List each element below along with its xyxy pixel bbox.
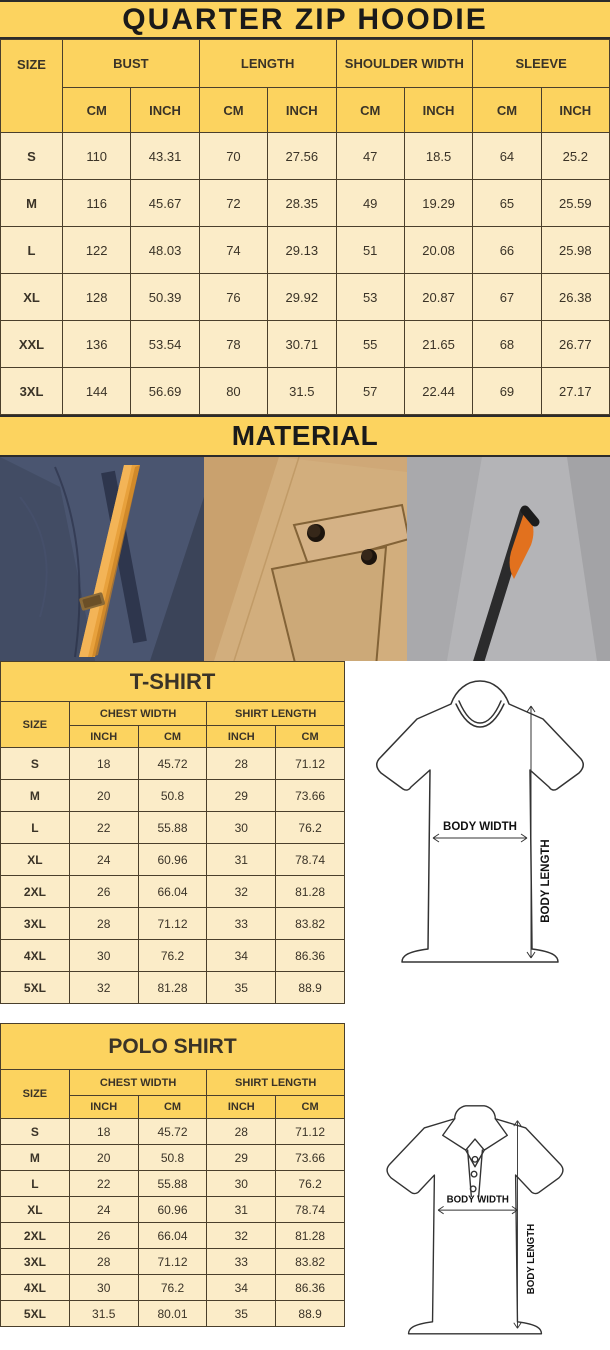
svg-text:BODY LENGTH: BODY LENGTH: [526, 1224, 537, 1294]
svg-text:BODY LENGTH: BODY LENGTH: [540, 839, 552, 923]
svg-text:BODY WIDTH: BODY WIDTH: [443, 821, 517, 833]
svg-text:BODY WIDTH: BODY WIDTH: [447, 1195, 509, 1206]
